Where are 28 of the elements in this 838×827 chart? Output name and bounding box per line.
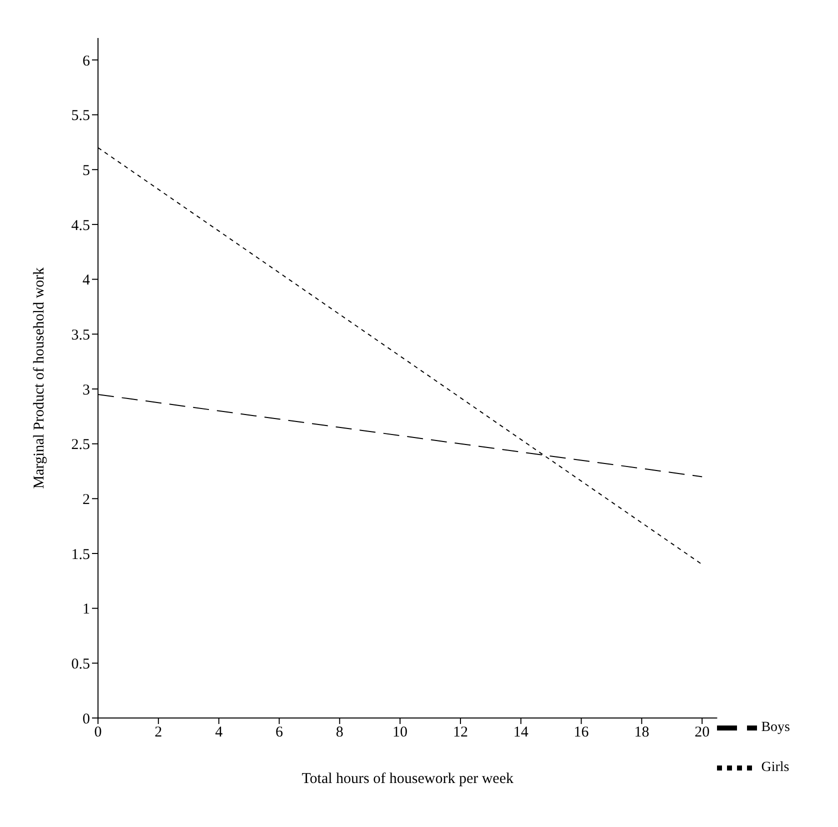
y-tick-label: 1.5 (71, 546, 90, 563)
y-tick-label: 4.5 (71, 218, 90, 234)
x-tick-label: 14 (513, 724, 529, 741)
y-tick-label: 3 (82, 382, 90, 398)
y-tick-label: 5.5 (71, 108, 90, 124)
x-tick-label: 8 (336, 724, 344, 741)
x-tick-label: 10 (392, 724, 408, 741)
x-tick-label: 16 (574, 724, 590, 741)
y-tick-label: 4 (82, 272, 90, 289)
x-tick-label: 6 (275, 724, 284, 741)
y-tick-label: 3.5 (71, 327, 90, 344)
y-tick-label: 0 (82, 711, 90, 728)
legend-label: Boys (761, 720, 790, 736)
x-tick-label: 20 (694, 724, 710, 741)
y-axis-title: Marginal Product of household work (31, 266, 48, 489)
x-tick-label: 4 (215, 724, 224, 741)
y-tick-label: 0.5 (71, 656, 90, 672)
y-tick-label: 2.5 (71, 437, 90, 454)
x-axis-title: Total hours of housework per week (302, 771, 514, 787)
x-tick-label: 18 (634, 724, 650, 741)
y-tick-label: 1 (82, 602, 90, 618)
y-tick-label: 5 (82, 162, 90, 179)
y-tick-label: 2 (82, 492, 90, 508)
legend-label: Girls (761, 760, 790, 776)
x-tick-label: 12 (452, 724, 468, 741)
y-tick-label: 6 (82, 53, 90, 70)
x-tick-label: 0 (94, 724, 102, 741)
x-tick-label: 2 (154, 724, 162, 741)
